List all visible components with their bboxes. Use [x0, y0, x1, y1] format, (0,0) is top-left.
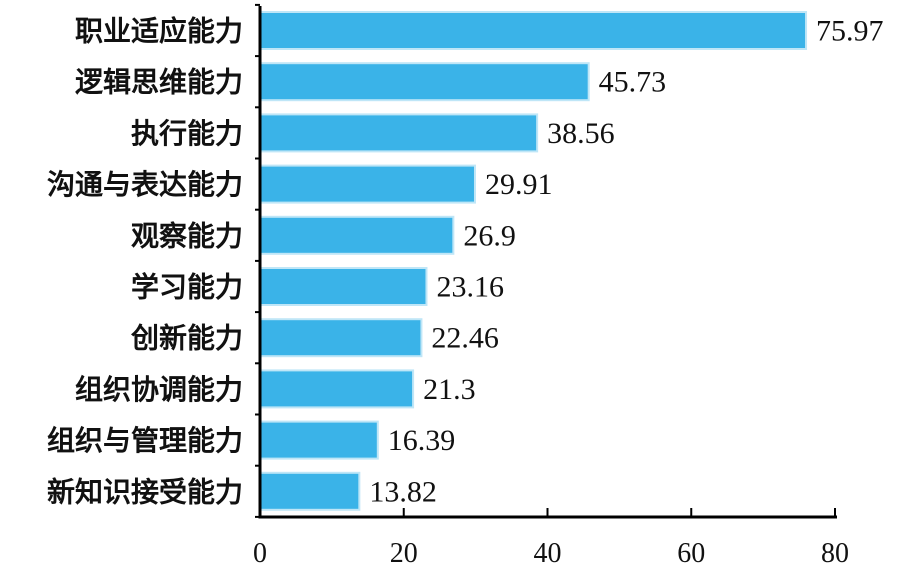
- bar: [259, 318, 423, 358]
- x-tick-label: 20: [390, 538, 418, 568]
- category-label: 学习能力: [131, 271, 243, 304]
- category-label: 组织协调能力: [75, 373, 243, 406]
- category-label: 职业适应能力: [75, 15, 243, 48]
- value-label: 21.3: [423, 373, 476, 406]
- x-tick-label: 0: [253, 538, 267, 568]
- value-label: 45.73: [599, 66, 667, 99]
- value-label: 29.91: [485, 168, 553, 201]
- value-label: 38.56: [547, 117, 615, 150]
- bar: [259, 11, 808, 50]
- bar: [259, 471, 361, 511]
- bar: [259, 215, 455, 255]
- bar: [259, 420, 379, 460]
- bar: [259, 113, 539, 153]
- value-label: 13.82: [369, 475, 437, 508]
- category-label: 创新能力: [130, 322, 243, 355]
- x-tick-label: 60: [677, 538, 705, 568]
- category-label: 执行能力: [131, 117, 243, 150]
- bar: [259, 164, 476, 204]
- axes-group: 0 20 40 60 80: [253, 3, 849, 568]
- value-label: 16.39: [388, 424, 456, 457]
- value-label: 26.9: [463, 219, 516, 252]
- category-label: 观察能力: [131, 219, 243, 252]
- bars-group: [259, 11, 808, 511]
- bar: [259, 62, 590, 102]
- value-labels: 75.97 45.73 38.56 29.91 26.9 23.16 22.46 21.3 16…: [369, 15, 883, 509]
- category-label: 组织与管理能力: [47, 424, 243, 457]
- value-label: 22.46: [431, 322, 499, 355]
- value-label: 23.16: [436, 271, 504, 304]
- x-tick-label: 80: [821, 538, 849, 568]
- category-labels: 职业适应能力逻辑思维能力执行能力沟通与表达能力观察能力学习能力创新能力组织协调能…: [47, 15, 243, 509]
- category-label: 逻辑思维能力: [75, 66, 243, 99]
- bar: [259, 369, 415, 409]
- category-label: 新知识接受能力: [47, 475, 243, 508]
- value-label: 75.97: [816, 15, 884, 48]
- bar: [259, 267, 428, 306]
- category-label: 沟通与表达能力: [47, 168, 243, 201]
- x-tick-label: 40: [534, 538, 562, 568]
